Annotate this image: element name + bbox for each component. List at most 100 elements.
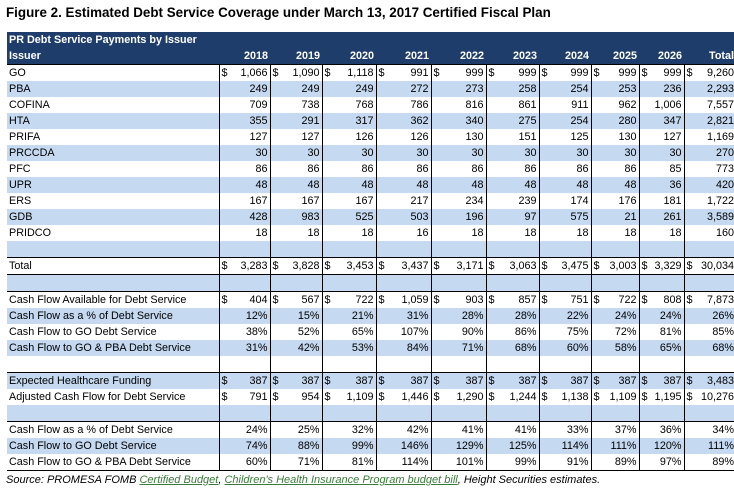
table-cell: 18 xyxy=(486,225,540,241)
cell-value: 722 xyxy=(355,294,374,306)
table-cell: 36% xyxy=(639,421,685,438)
table-cell: 126 xyxy=(376,129,432,145)
table-cell: $3,453 xyxy=(322,257,377,275)
healthcare-row: Adjusted Cash Flow for Debt Service $791 $… xyxy=(7,389,734,405)
table-cell: $791 xyxy=(219,389,271,405)
table-cell: 275 xyxy=(486,113,540,129)
table-cell: $10,276 xyxy=(684,389,734,405)
dollar-sign: $ xyxy=(378,294,385,306)
cell-value: 387 xyxy=(465,375,484,387)
empty-cell xyxy=(486,405,540,422)
dollar-sign: $ xyxy=(221,67,228,79)
table-cell: 167 xyxy=(322,193,377,209)
dollar-sign: $ xyxy=(488,391,495,403)
table-cell: 272 xyxy=(376,81,432,97)
table-cell: $1,244 xyxy=(486,389,540,405)
year-header: 2026 xyxy=(639,48,684,65)
table-cell: 1,169 xyxy=(684,129,734,145)
empty-cell xyxy=(684,356,734,373)
table-cell: 21% xyxy=(322,308,377,324)
cell-value: 3,063 xyxy=(509,260,537,272)
table-cell: 86 xyxy=(322,161,377,177)
year-header: 2022 xyxy=(431,48,486,65)
empty-cell xyxy=(431,274,487,292)
table-cell: 97 xyxy=(486,209,540,225)
table-cell: 38% xyxy=(219,324,271,340)
empty-cell xyxy=(431,241,487,258)
row-label: UPR xyxy=(7,177,220,193)
table-cell: $903 xyxy=(431,291,487,308)
row-label: Cash Flow to GO Debt Service xyxy=(7,324,220,340)
cell-value: 7,873 xyxy=(707,294,734,306)
cell-value: 1,059 xyxy=(401,294,429,306)
table-cell: $1,138 xyxy=(539,389,592,405)
dollar-sign: $ xyxy=(686,294,693,306)
table-cell: 126 xyxy=(322,129,377,145)
table-cell: 48 xyxy=(431,177,487,193)
table-cell: 53% xyxy=(322,340,377,356)
empty-cell xyxy=(539,241,592,258)
empty-cell xyxy=(270,356,323,373)
table-cell: 983 xyxy=(270,209,323,225)
row-label: HTA xyxy=(7,113,220,129)
dollar-sign: $ xyxy=(641,375,648,387)
table-cell: 86 xyxy=(591,161,640,177)
dollar-sign: $ xyxy=(641,67,648,79)
table-cell: 125 xyxy=(539,129,592,145)
table-cell: 111% xyxy=(684,438,734,454)
issuer-row: PRIDCO 18 18 18 16 18 18 18 18 18 160 xyxy=(7,225,734,241)
chip-budget-bill-link[interactable]: Children's Health Insurance Program budg… xyxy=(224,474,458,486)
dollar-sign: $ xyxy=(221,260,228,272)
table-cell: $999 xyxy=(431,64,487,81)
dollar-sign: $ xyxy=(324,67,331,79)
cell-value: 857 xyxy=(518,294,537,306)
table-cell: 48 xyxy=(322,177,377,193)
row-label: Cash Flow to GO Debt Service xyxy=(7,438,220,454)
table-cell: 22% xyxy=(539,308,592,324)
table-cell: 86 xyxy=(376,161,432,177)
row-label: GDB xyxy=(7,209,220,225)
row-label: Total xyxy=(7,257,220,275)
empty-cell xyxy=(376,405,432,422)
table-cell: 261 xyxy=(639,209,685,225)
table-cell: $999 xyxy=(486,64,540,81)
table-cell: 28% xyxy=(431,308,487,324)
empty-cell xyxy=(219,241,271,258)
empty-cell xyxy=(591,405,640,422)
empty-cell xyxy=(7,356,220,373)
row-label: PBA xyxy=(7,81,220,97)
spacer-row xyxy=(7,274,734,292)
empty-cell xyxy=(684,241,734,258)
table-cell: 25% xyxy=(270,421,323,438)
table-cell: 36 xyxy=(639,177,685,193)
cell-value: 3,437 xyxy=(401,260,429,272)
table-cell: 30 xyxy=(376,145,432,161)
table-cell: 18 xyxy=(431,225,487,241)
table-cell: $722 xyxy=(591,291,640,308)
table-cell: 72% xyxy=(591,324,640,340)
dollar-sign: $ xyxy=(541,260,548,272)
certified-budget-link[interactable]: Certified Budget xyxy=(139,474,219,486)
dollar-sign: $ xyxy=(378,260,385,272)
table-cell: 174 xyxy=(539,193,592,209)
table-cell: 71% xyxy=(431,340,487,356)
issuer-header: Issuer xyxy=(7,48,219,65)
table-cell: 18 xyxy=(639,225,685,241)
cell-value: 999 xyxy=(570,67,589,79)
table-cell: 130 xyxy=(431,129,487,145)
table-cell: 91% xyxy=(539,454,592,471)
table-cell: $387 xyxy=(322,372,377,389)
table-cell: 71% xyxy=(270,454,323,471)
table-cell: 30 xyxy=(431,145,487,161)
dollar-sign: $ xyxy=(593,260,600,272)
year-header: 2025 xyxy=(591,48,639,65)
dollar-sign: $ xyxy=(433,67,440,79)
table-cell: 786 xyxy=(376,97,432,113)
table-cell: 111% xyxy=(591,438,640,454)
table-cell: 88% xyxy=(270,438,323,454)
table-cell: 97% xyxy=(639,454,685,471)
adjusted-coverage-row: Cash Flow to GO & PBA Debt Service 60% 71%… xyxy=(7,454,734,471)
table-cell: $1,059 xyxy=(376,291,432,308)
table-cell: 196 xyxy=(431,209,487,225)
table-cell: 68% xyxy=(486,340,540,356)
